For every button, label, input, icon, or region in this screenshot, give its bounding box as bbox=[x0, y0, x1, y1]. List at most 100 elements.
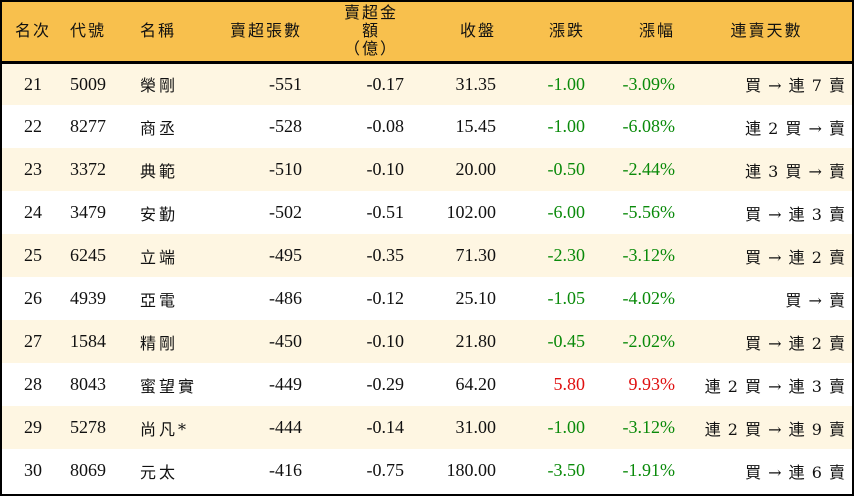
shares-cell: -528 bbox=[269, 116, 302, 136]
pct-cell: -3.12% bbox=[622, 245, 676, 265]
shares-cell: -502 bbox=[269, 202, 302, 222]
pct-cell: -5.56% bbox=[622, 202, 676, 222]
shares-cell: -551 bbox=[269, 73, 302, 94]
rank-cell: 25 bbox=[24, 245, 42, 265]
change-cell: 5.80 bbox=[553, 374, 586, 394]
change-cell: -1.00 bbox=[547, 116, 586, 136]
col-shares: 賣超張數 bbox=[229, 21, 302, 41]
change-cell: -3.50 bbox=[547, 460, 586, 480]
name-cell: 安勤 bbox=[140, 204, 179, 224]
col-streak: 連賣天數 bbox=[730, 21, 803, 41]
close-cell: 31.35 bbox=[455, 73, 497, 94]
streak-cell: 買 → 連 6 賣 bbox=[745, 462, 846, 482]
change-cell: -6.00 bbox=[547, 202, 586, 222]
amount-cell: -0.10 bbox=[366, 331, 405, 351]
amount-cell: -0.35 bbox=[366, 245, 405, 265]
pct-cell: -2.02% bbox=[622, 331, 676, 351]
pct-cell: -6.08% bbox=[622, 116, 676, 136]
shares-cell: -449 bbox=[269, 374, 302, 394]
name-cell: 精剛 bbox=[140, 333, 179, 353]
table-row: 29 5278 尚凡* -444 -0.14 31.00 -1.00 -3.12% 連 2 買 … bbox=[2, 406, 852, 449]
amount-cell: -0.14 bbox=[366, 417, 405, 437]
col-name: 名稱 bbox=[140, 21, 177, 41]
close-cell: 102.00 bbox=[446, 202, 497, 222]
shares-cell: -495 bbox=[269, 245, 302, 265]
shares-cell: -450 bbox=[269, 331, 302, 351]
amount-cell: -0.08 bbox=[366, 116, 405, 136]
col-pct: 漲幅 bbox=[638, 21, 675, 41]
name-cell: 亞電 bbox=[140, 290, 179, 310]
code-cell: 5278 bbox=[70, 417, 106, 437]
shares-cell: -486 bbox=[269, 288, 302, 308]
rank-cell: 29 bbox=[24, 417, 42, 437]
rank-cell: 22 bbox=[24, 116, 42, 136]
pct-cell: 9.93% bbox=[628, 374, 676, 394]
rank-cell: 24 bbox=[24, 202, 42, 222]
table-row: 27 1584 精剛 -450 -0.10 21.80 -0.45 -2.02% 買 → 連 2… bbox=[2, 320, 852, 363]
amount-cell: -0.12 bbox=[366, 288, 405, 308]
streak-cell: 連 2 買 → 連 3 賣 bbox=[704, 376, 846, 396]
table-row: 26 4939 亞電 -486 -0.12 25.10 -1.05 -4.02% 買 → 賣 bbox=[2, 277, 852, 320]
table-row: 23 3372 典範 -510 -0.10 20.00 -0.50 -2.44% 連 3 買 →… bbox=[2, 148, 852, 191]
shares-cell: -510 bbox=[269, 159, 302, 179]
name-cell: 榮剛 bbox=[140, 76, 179, 96]
amount-cell: -0.51 bbox=[366, 202, 405, 222]
col-amount: 賣超金額 （億） bbox=[343, 3, 398, 59]
name-cell: 尚凡* bbox=[140, 419, 190, 439]
pct-cell: -3.09% bbox=[622, 73, 676, 94]
name-cell: 元太 bbox=[140, 462, 179, 482]
streak-cell: 買 → 連 7 賣 bbox=[745, 76, 846, 96]
streak-cell: 買 → 連 2 賣 bbox=[745, 247, 846, 267]
rank-cell: 21 bbox=[24, 73, 42, 94]
amount-cell: -0.17 bbox=[366, 73, 405, 94]
name-cell: 蜜望實 bbox=[140, 376, 198, 396]
code-cell: 8043 bbox=[70, 374, 106, 394]
table-row: 28 8043 蜜望實 -449 -0.29 64.20 5.80 9.93% 連 2 買 → … bbox=[2, 363, 852, 406]
col-code: 代號 bbox=[70, 21, 107, 41]
code-cell: 3479 bbox=[70, 202, 106, 222]
pct-cell: -1.91% bbox=[622, 460, 676, 480]
streak-cell: 買 → 賣 bbox=[785, 290, 846, 310]
close-cell: 20.00 bbox=[455, 159, 497, 179]
shares-cell: -444 bbox=[269, 417, 302, 437]
change-cell: -1.00 bbox=[547, 73, 586, 94]
close-cell: 31.00 bbox=[455, 417, 497, 437]
change-cell: -2.30 bbox=[547, 245, 586, 265]
name-cell: 商丞 bbox=[140, 118, 179, 138]
table-row: 21 5009 榮剛 -551 -0.17 31.35 -1.00 -3.09% 買 → 連 7… bbox=[2, 62, 852, 105]
table-row: 30 8069 元太 -416 -0.75 180.00 -3.50 -1.91% 買 → 連 … bbox=[2, 449, 852, 492]
pct-cell: -4.02% bbox=[622, 288, 676, 308]
col-rank: 名次 bbox=[14, 21, 51, 41]
amount-cell: -0.10 bbox=[366, 159, 405, 179]
streak-cell: 連 2 買 → 連 9 賣 bbox=[704, 419, 846, 439]
streak-cell: 連 2 買 → 賣 bbox=[745, 118, 846, 138]
close-cell: 15.45 bbox=[455, 116, 497, 136]
code-cell: 4939 bbox=[70, 288, 106, 308]
close-cell: 64.20 bbox=[455, 374, 497, 394]
close-cell: 71.30 bbox=[455, 245, 497, 265]
close-cell: 180.00 bbox=[446, 460, 497, 480]
code-cell: 8277 bbox=[70, 116, 106, 136]
change-cell: -1.00 bbox=[547, 417, 586, 437]
streak-cell: 買 → 連 2 賣 bbox=[745, 333, 846, 353]
code-cell: 1584 bbox=[70, 331, 106, 351]
header-row: 名次 代號 名稱 賣超張數 賣超金額 （億） 收盤 漲跌 漲幅 連賣天數 bbox=[2, 2, 852, 62]
amount-cell: -0.75 bbox=[366, 460, 405, 480]
rank-cell: 28 bbox=[24, 374, 42, 394]
code-cell: 5009 bbox=[70, 73, 106, 94]
name-cell: 典範 bbox=[140, 161, 179, 181]
close-cell: 21.80 bbox=[455, 331, 497, 351]
col-close: 收盤 bbox=[459, 21, 496, 41]
table-row: 24 3479 安勤 -502 -0.51 102.00 -6.00 -5.56% 買 → 連 … bbox=[2, 191, 852, 234]
table-row: 22 8277 商丞 -528 -0.08 15.45 -1.00 -6.08% 連 2 買 →… bbox=[2, 105, 852, 148]
name-cell: 立端 bbox=[140, 247, 179, 267]
col-change: 漲跌 bbox=[548, 21, 585, 41]
close-cell: 25.10 bbox=[455, 288, 497, 308]
streak-cell: 買 → 連 3 賣 bbox=[745, 204, 846, 224]
code-cell: 8069 bbox=[70, 460, 106, 480]
rank-cell: 30 bbox=[24, 460, 42, 480]
pct-cell: -2.44% bbox=[622, 159, 676, 179]
change-cell: -0.45 bbox=[547, 331, 586, 351]
